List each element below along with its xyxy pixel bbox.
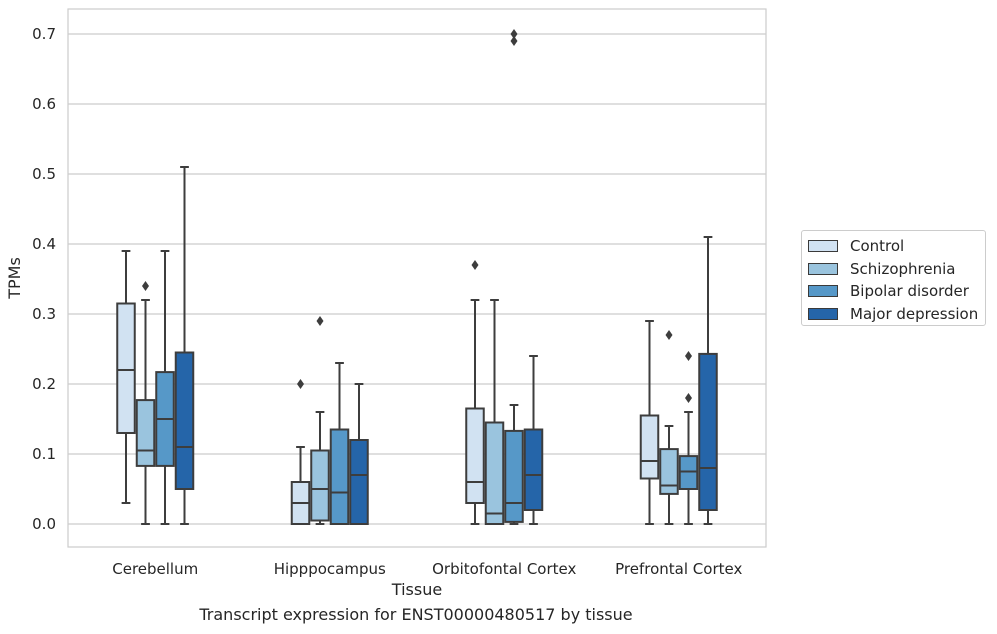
box-control — [639, 320, 660, 525]
outlier-point — [685, 351, 692, 361]
legend-item: Schizophrenia — [808, 258, 985, 281]
x-axis-title: Tissue — [391, 580, 442, 599]
x-tick-label: Cerebellum — [112, 560, 198, 578]
x-tick-label: Orbitofontal Cortex — [432, 560, 576, 578]
legend-item: Major depression — [808, 303, 985, 326]
legend-swatch — [808, 285, 838, 298]
outlier-point — [142, 281, 149, 291]
y-tick-label: 0.0 — [32, 515, 56, 533]
box-major-depression — [174, 166, 195, 525]
box-body — [329, 428, 350, 525]
y-tick-label: 0.7 — [32, 25, 56, 43]
box-bipolar-disorder — [504, 29, 524, 525]
box-major-depression — [698, 236, 718, 525]
box-bipolar-disorder — [155, 250, 175, 525]
outlier-point — [665, 330, 673, 340]
outlier-point — [510, 29, 518, 39]
legend-swatch — [808, 240, 838, 253]
box-body — [678, 455, 699, 491]
y-tick-label: 0.6 — [32, 95, 56, 113]
box-body — [639, 414, 660, 480]
box-control — [465, 260, 485, 525]
box-bipolar-disorder — [329, 362, 350, 525]
legend-label: Control — [850, 237, 905, 256]
box-major-depression — [523, 355, 544, 525]
box-body — [504, 429, 524, 523]
legend-item: Bipolar disorder — [808, 280, 985, 303]
legend: Control Schizophrenia Bipolar disorder Majo… — [801, 230, 986, 326]
box-body — [135, 399, 156, 467]
outlier-point — [510, 36, 518, 46]
y-tick-labels: 0.0 0.1 0.2 0.3 0.4 0.5 0.6 0.7 — [32, 25, 56, 533]
y-tick-label: 0.2 — [32, 375, 56, 393]
box-body — [484, 421, 505, 525]
legend-label: Bipolar disorder — [850, 282, 969, 301]
y-tick-label: 0.5 — [32, 165, 56, 183]
x-tick-label: Prefrontal Cortex — [615, 560, 742, 578]
box-body — [659, 448, 679, 495]
box-body — [310, 449, 330, 522]
outlier-point — [297, 379, 304, 389]
legend-label: Schizophrenia — [850, 259, 956, 278]
box-body — [523, 428, 544, 511]
box-control — [116, 250, 136, 504]
outlier-point — [685, 393, 692, 403]
outlier-point — [471, 260, 479, 270]
y-tick-label: 0.4 — [32, 235, 56, 253]
box-schizophrenia — [310, 316, 330, 525]
box-body — [174, 351, 195, 490]
box-schizophrenia — [659, 330, 679, 525]
figure-caption: Transcript expression for ENST0000048051… — [199, 605, 633, 624]
box-schizophrenia — [484, 299, 505, 525]
box-body — [116, 302, 136, 434]
box-major-depression — [349, 383, 369, 525]
box-body — [349, 439, 369, 525]
y-tick-label: 0.1 — [32, 445, 56, 463]
x-tick-label: Hipppocampus — [274, 560, 386, 578]
box-body — [465, 407, 485, 504]
legend-label: Major depression — [850, 305, 979, 324]
legend-item: Control — [808, 235, 985, 258]
y-tick-label: 0.3 — [32, 305, 56, 323]
legend-swatch — [808, 262, 838, 275]
box-groups — [116, 29, 718, 525]
box-body — [698, 352, 718, 511]
box-schizophrenia — [135, 281, 156, 525]
box-control — [290, 379, 311, 525]
outlier-point — [316, 316, 324, 326]
legend-swatch — [808, 308, 838, 321]
y-axis-title: TPMs — [5, 257, 24, 300]
x-tick-labels: Cerebellum Hipppocampus Orbitofontal Corte… — [112, 560, 742, 578]
box-bipolar-disorder — [678, 351, 699, 525]
